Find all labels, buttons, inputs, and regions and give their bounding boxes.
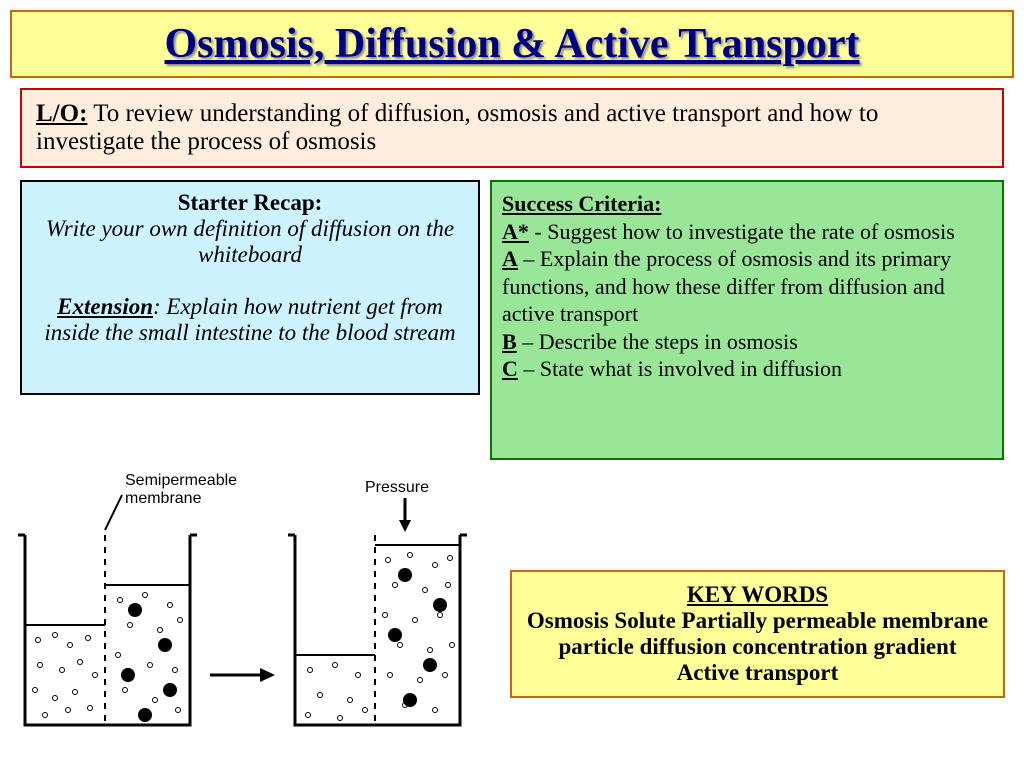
starter-text: Write your own definition of diffusion o… — [32, 216, 468, 268]
criteria-text: – Describe the steps in osmosis — [517, 329, 798, 354]
grade-label: C — [502, 356, 518, 381]
criteria-item: C – State what is involved in diffusion — [502, 355, 992, 383]
grade-label: B — [502, 329, 517, 354]
criteria-item: A – Explain the process of osmosis and i… — [502, 245, 992, 328]
pressure-arrow-head — [399, 520, 411, 532]
arrow-head — [260, 668, 275, 682]
learning-objective-box: L/O: To review understanding of diffusio… — [20, 88, 1004, 168]
criteria-text: – State what is involved in diffusion — [518, 356, 842, 381]
keywords-box: KEY WORDS Osmosis Solute Partially perme… — [510, 570, 1005, 698]
extension-label: Extension — [57, 294, 153, 319]
criteria-heading: Success Criteria: — [502, 190, 992, 218]
extension-block: Extension: Explain how nutrient get from… — [32, 294, 468, 346]
starter-recap-box: Starter Recap: Write your own definition… — [20, 180, 480, 395]
criteria-item: B – Describe the steps in osmosis — [502, 328, 992, 356]
lo-label: L/O: — [36, 100, 87, 127]
label-line — [105, 495, 122, 530]
osmosis-diagram: Semipermeable membrane Pressure — [10, 470, 490, 760]
success-criteria-box: Success Criteria: A* - Suggest how to in… — [490, 180, 1004, 460]
starter-heading: Starter Recap: — [32, 190, 468, 216]
membrane-label: Semipermeable — [125, 472, 237, 489]
membrane-label2: membrane — [125, 490, 202, 507]
keywords-list: Osmosis Solute Partially permeable membr… — [526, 608, 989, 686]
grade-label: A — [502, 246, 518, 271]
pressure-label: Pressure — [365, 479, 429, 496]
page-title: Osmosis, Diffusion & Active Transport — [24, 20, 1000, 68]
grade-label: A* — [502, 219, 529, 244]
keywords-heading: KEY WORDS — [526, 582, 989, 608]
content-row: Starter Recap: Write your own definition… — [20, 180, 1004, 460]
title-box: Osmosis, Diffusion & Active Transport — [10, 10, 1014, 78]
left-beaker — [18, 535, 197, 725]
criteria-text: – Explain the process of osmosis and its… — [502, 246, 951, 326]
criteria-item: A* - Suggest how to investigate the rate… — [502, 218, 992, 246]
right-beaker — [288, 535, 467, 725]
lo-text: To review understanding of diffusion, os… — [36, 100, 878, 155]
criteria-text: - Suggest how to investigate the rate of… — [529, 219, 955, 244]
